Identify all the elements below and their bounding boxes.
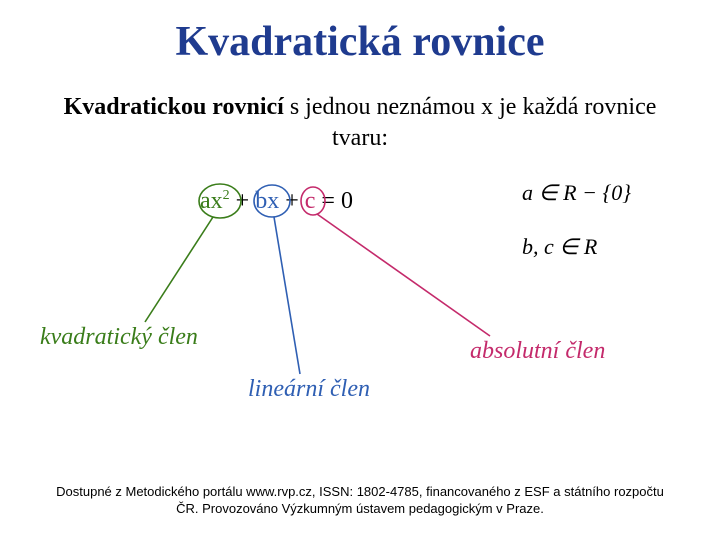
term-a-exp: 2 — [223, 188, 230, 203]
footer-text: Dostupné z Metodického portálu www.rvp.c… — [50, 483, 670, 518]
definition-lead: Kvadratickou rovnicí — [64, 94, 284, 120]
annotation-overlay — [0, 0, 720, 540]
slide-title: Kvadratická rovnice — [0, 18, 720, 66]
definition-tail: s jednou neznámou x je každá rovnice tva… — [284, 94, 657, 151]
label-absolutni: absolutní člen — [470, 338, 605, 365]
definition-text: Kvadratickou rovnicí s jednou neznámou x… — [60, 92, 660, 154]
eq-plus1: + — [230, 188, 256, 214]
label-linearni: lineární člen — [248, 376, 370, 403]
equation: ax2 + bx + c = 0 — [200, 188, 353, 215]
eq-plus2: + — [279, 188, 305, 214]
label-kvadraticky: kvadratický člen — [40, 324, 198, 351]
term-b: bx — [255, 188, 279, 214]
eq-eq0: = 0 — [315, 188, 353, 214]
condition-bc: b, c ∈ R — [522, 234, 597, 260]
term-c: c — [305, 188, 316, 214]
term-a: ax — [200, 188, 223, 214]
condition-a: a ∈ R − {0} — [522, 180, 631, 206]
